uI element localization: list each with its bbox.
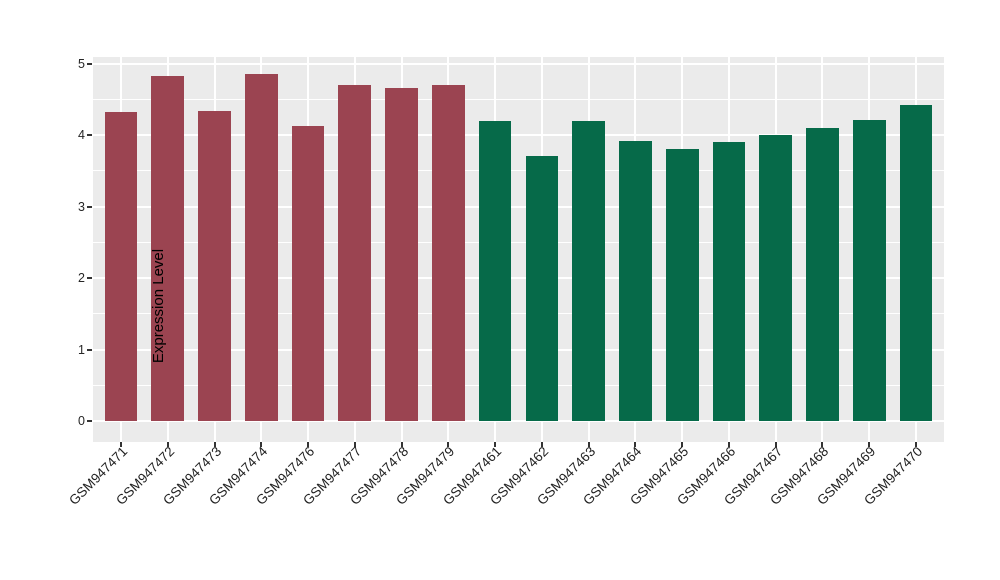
y-major-gridline <box>93 62 944 65</box>
x-tick-mark <box>494 442 497 447</box>
bar-GSM947473 <box>198 111 231 421</box>
bar-GSM947470 <box>899 104 933 421</box>
y-tick-label: 4 <box>78 128 85 142</box>
y-minor-gridline <box>93 313 944 315</box>
y-tick-mark <box>87 134 92 136</box>
x-tick-mark <box>540 442 543 447</box>
bar-GSM947466 <box>712 142 746 421</box>
y-tick-label: 1 <box>78 342 85 357</box>
x-tick-mark <box>307 442 310 447</box>
y-tick-label: 2 <box>78 271 85 285</box>
x-tick-mark <box>447 442 450 447</box>
y-tick-label: 3 <box>78 199 85 214</box>
x-tick-mark <box>260 442 263 447</box>
bar-GSM947474 <box>244 74 278 421</box>
bar-GSM947477 <box>338 84 372 421</box>
x-tick-mark <box>821 442 824 447</box>
bar-GSM947462 <box>525 156 559 421</box>
x-tick-mark <box>400 442 403 447</box>
x-tick-mark <box>914 442 917 447</box>
y-major-gridline <box>93 134 944 136</box>
y-major-gridline <box>93 348 944 351</box>
x-tick-mark <box>868 442 871 447</box>
bar-GSM947464 <box>619 140 652 421</box>
y-minor-gridline <box>93 170 944 172</box>
y-tick-label: 0 <box>78 414 85 428</box>
bar-GSM947467 <box>759 135 793 421</box>
x-tick-mark <box>727 442 730 447</box>
x-tick-mark <box>213 442 216 447</box>
y-tick-mark <box>87 62 92 65</box>
bar-GSM947469 <box>852 119 886 421</box>
x-tick-mark <box>634 442 637 447</box>
y-major-gridline <box>93 205 944 208</box>
panel-background <box>93 57 944 442</box>
y-minor-gridline <box>93 98 944 100</box>
y-major-gridline <box>93 420 944 422</box>
x-tick-mark <box>120 442 123 447</box>
y-tick-mark <box>87 205 92 208</box>
bar-GSM947463 <box>572 120 605 421</box>
y-tick-mark <box>87 348 92 351</box>
bar-GSM947479 <box>431 84 465 421</box>
y-minor-gridline <box>93 384 944 386</box>
bar-GSM947465 <box>665 149 699 421</box>
y-major-gridline <box>93 277 944 279</box>
bar-GSM947468 <box>806 127 839 421</box>
y-minor-gridline <box>93 241 944 243</box>
y-tick-mark <box>87 420 92 422</box>
y-axis-title: Expression Level <box>150 248 167 364</box>
bar-GSM947461 <box>478 120 512 421</box>
plot-panel: Expression Level <box>93 57 944 442</box>
x-tick-mark <box>166 442 169 447</box>
y-tick-mark <box>87 277 92 279</box>
x-tick-mark <box>353 442 356 447</box>
y-tick-label: 5 <box>78 56 85 71</box>
bar-GSM947471 <box>104 112 138 421</box>
bar-GSM947476 <box>291 126 325 421</box>
x-tick-mark <box>681 442 684 447</box>
bar-GSM947478 <box>385 87 418 421</box>
x-tick-mark <box>774 442 777 447</box>
bar-GSM947472 <box>151 75 185 421</box>
x-tick-mark <box>587 442 590 447</box>
